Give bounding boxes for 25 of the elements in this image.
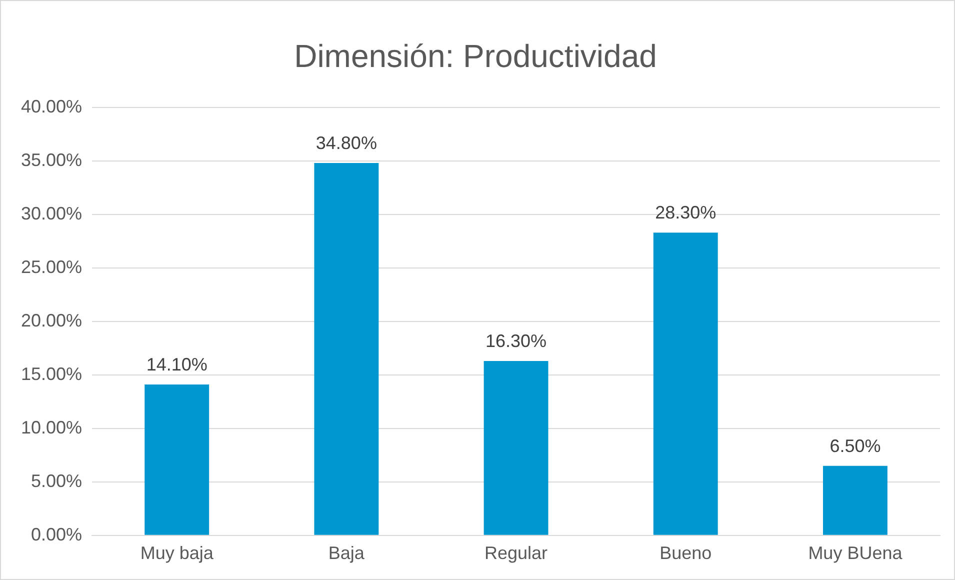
x-tick-label: Muy BUena (808, 543, 904, 564)
x-tick-label: Muy baja (140, 543, 214, 564)
y-tick-label: 10.00% (20, 417, 82, 438)
bar (484, 360, 548, 535)
y-tick-label: 5.00% (31, 470, 82, 491)
data-label: 28.30% (655, 202, 716, 223)
y-tick-label: 35.00% (20, 150, 82, 170)
bar (653, 232, 718, 535)
y-tick-label: 0.00% (31, 524, 82, 544)
y-tick-label: 30.00% (20, 203, 82, 224)
x-tick-label: Bueno (660, 543, 712, 564)
data-label: 34.80% (316, 133, 377, 154)
y-tick-label: 20.00% (20, 310, 82, 330)
data-label: 16.30% (485, 330, 547, 351)
y-tick-label: 15.00% (20, 364, 82, 384)
chart-title: Dimensión: Productividad (294, 38, 657, 74)
y-tick-label: 40.00% (20, 96, 82, 116)
data-label: 6.50% (830, 436, 881, 456)
bar (144, 384, 210, 535)
y-tick-label: 25.00% (20, 256, 82, 277)
bar (314, 163, 379, 535)
data-label: 14.10% (146, 354, 208, 374)
bar (822, 466, 888, 535)
x-tick-label: Regular (484, 543, 548, 564)
x-tick-label: Baja (328, 543, 366, 564)
